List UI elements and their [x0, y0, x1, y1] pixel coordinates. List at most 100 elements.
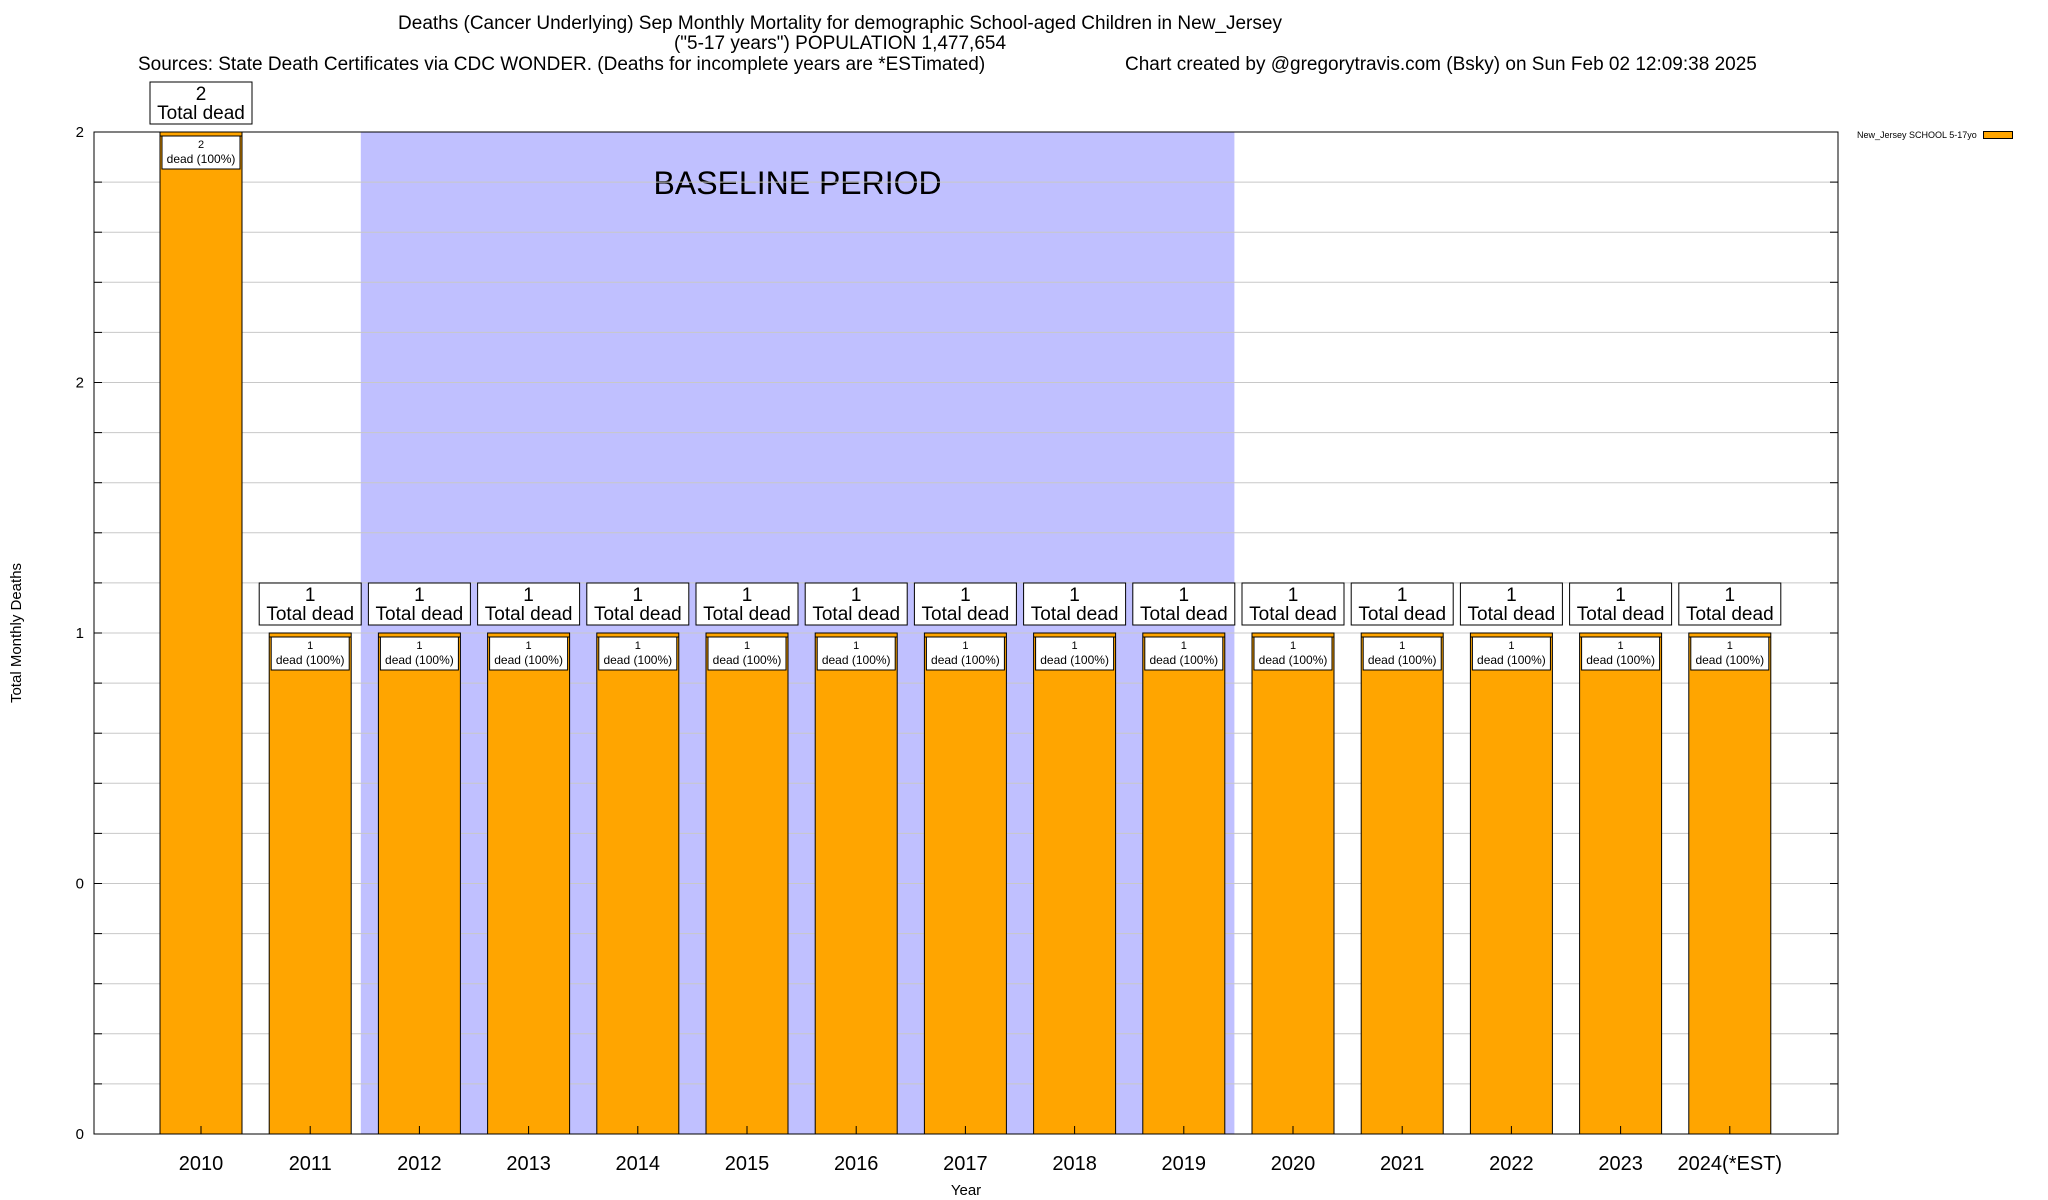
segment-label-box	[379, 636, 459, 671]
total-label-box	[1023, 582, 1127, 626]
legend-swatch	[1982, 131, 2013, 139]
segment-label-text: dead (100%)	[1259, 653, 1328, 667]
bar	[1688, 632, 1772, 1135]
x-tick-label: 2017	[943, 1153, 988, 1175]
segment-label-value: 1	[1072, 640, 1078, 652]
chart-credit: Chart created by @gregorytravis.com (Bsk…	[1125, 54, 1757, 75]
segment-label-text: dead (100%)	[1586, 653, 1655, 667]
bar	[596, 632, 680, 1135]
segment-label-value: 1	[1181, 640, 1187, 652]
bar	[487, 632, 571, 1135]
y-tick-label: 1	[76, 625, 84, 642]
segment-label-box	[598, 636, 678, 671]
segment-label-text: dead (100%)	[822, 653, 891, 667]
segment-label-value: 1	[853, 640, 859, 652]
total-label-box	[477, 582, 581, 626]
total-label-value: 1	[305, 585, 316, 606]
segment-label-box	[1035, 636, 1115, 671]
x-tick-label: 2024(*EST)	[1678, 1153, 1783, 1175]
baseline-label: BASELINE PERIOD	[654, 165, 942, 201]
segment-label-value: 1	[1508, 640, 1514, 652]
total-label-text: Total dead	[266, 604, 354, 625]
x-tick-label: 2023	[1598, 1153, 1643, 1175]
sources-note: Sources: State Death Certificates via CD…	[138, 54, 986, 75]
bar	[1579, 632, 1663, 1135]
total-label-value: 1	[633, 585, 644, 606]
chart-title: Deaths (Cancer Underlying) Sep Monthly M…	[398, 13, 1282, 34]
segment-label-box	[270, 636, 350, 671]
segment-label-box	[1144, 636, 1224, 671]
total-label-value: 1	[742, 585, 753, 606]
total-label-text: Total dead	[594, 604, 682, 625]
segment-label-box	[1362, 636, 1442, 671]
x-tick-label: 2012	[397, 1153, 442, 1175]
total-label-box	[913, 582, 1017, 626]
segment-label-value: 1	[744, 640, 750, 652]
chart-subtitle: ("5-17 years") POPULATION 1,477,654	[673, 33, 1007, 54]
x-tick-label: 2016	[834, 1153, 879, 1175]
bar	[377, 632, 461, 1135]
total-label-text: Total dead	[1686, 604, 1774, 625]
total-label-text: Total dead	[1140, 604, 1228, 625]
total-label-box	[1350, 582, 1454, 626]
total-label-value: 1	[1615, 585, 1626, 606]
total-label-box	[1241, 582, 1345, 626]
bar	[159, 131, 243, 1135]
segment-label-text: dead (100%)	[1477, 653, 1546, 667]
total-label-value: 1	[523, 585, 534, 606]
segment-label-box	[161, 135, 241, 170]
segment-label-text: dead (100%)	[276, 653, 345, 667]
total-label-box	[1459, 582, 1563, 626]
segment-label-text: dead (100%)	[603, 653, 672, 667]
segment-label-box	[1253, 636, 1333, 671]
total-label-text: Total dead	[703, 604, 791, 625]
segment-label-text: dead (100%)	[494, 653, 563, 667]
total-label-value: 1	[1506, 585, 1517, 606]
x-tick-label: 2014	[616, 1153, 661, 1175]
total-label-value: 1	[1725, 585, 1736, 606]
bar	[1360, 632, 1444, 1135]
y-tick-label: 2	[76, 375, 84, 392]
total-label-text: Total dead	[1577, 604, 1665, 625]
bar	[1033, 632, 1117, 1135]
total-label-text: Total dead	[1358, 604, 1446, 625]
total-label-text: Total dead	[1031, 604, 1119, 625]
total-label-text: Total dead	[1249, 604, 1337, 625]
total-label-value: 1	[1288, 585, 1299, 606]
bar	[268, 632, 352, 1135]
total-label-value: 1	[960, 585, 971, 606]
segment-label-value: 1	[1727, 640, 1733, 652]
segment-label-value: 1	[635, 640, 641, 652]
x-tick-label: 2022	[1489, 1153, 1534, 1175]
total-label-box	[1569, 582, 1673, 626]
total-label-value: 2	[196, 84, 207, 105]
x-tick-label: 2021	[1380, 1153, 1425, 1175]
segment-label-box	[489, 636, 569, 671]
x-axis-label: Year	[951, 1182, 981, 1199]
total-label-text: Total dead	[376, 604, 464, 625]
total-label-value: 1	[414, 585, 425, 606]
segment-label-text: dead (100%)	[1040, 653, 1109, 667]
segment-label-text: dead (100%)	[931, 653, 1000, 667]
total-label-box	[367, 582, 471, 626]
segment-label-box	[707, 636, 787, 671]
y-tick-label: 0	[76, 876, 84, 893]
x-tick-label: 2020	[1271, 1153, 1316, 1175]
total-label-box	[804, 582, 908, 626]
segment-label-value: 1	[1618, 640, 1624, 652]
y-axis-label: Total Monthly Deaths	[8, 563, 25, 703]
segment-label-box	[1690, 636, 1770, 671]
bar	[923, 632, 1007, 1135]
segment-label-text: dead (100%)	[385, 653, 454, 667]
legend-label: New_Jersey SCHOOL 5-17yo	[1857, 130, 1977, 140]
total-label-box	[149, 81, 253, 125]
segment-label-value: 1	[1290, 640, 1296, 652]
total-label-value: 1	[851, 585, 862, 606]
segment-label-text: dead (100%)	[167, 152, 236, 166]
bar	[1251, 632, 1335, 1135]
segment-label-box	[816, 636, 896, 671]
plot-border	[93, 131, 1839, 1135]
total-label-box	[1132, 582, 1236, 626]
total-label-box	[695, 582, 799, 626]
